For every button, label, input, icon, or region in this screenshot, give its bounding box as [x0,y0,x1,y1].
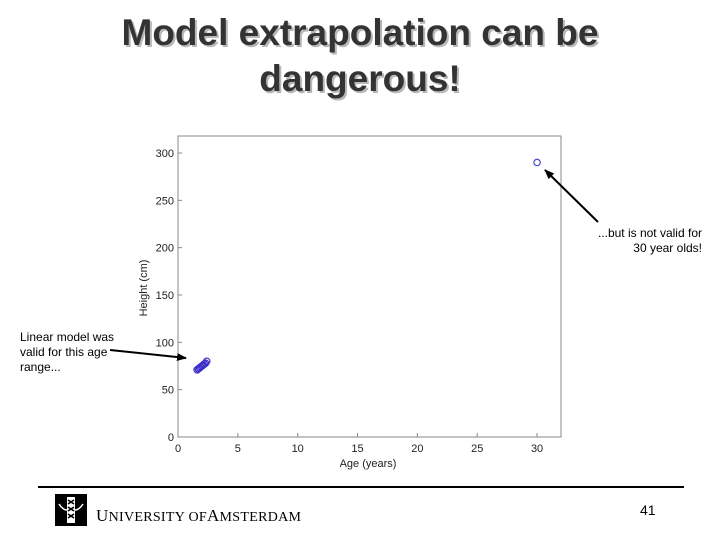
data-point [202,357,211,366]
left-annotation-arrow [109,349,187,362]
y-tick-label: 250 [156,195,174,207]
right-annotation-arrow [544,169,599,223]
y-tick-label: 0 [168,432,174,444]
y-tick-label: 300 [156,148,174,160]
y-axis-ticks: 0 50 100 150 200 250 300 [156,148,182,444]
uva-crest-icon [58,497,84,523]
annotation-not-valid: ...but is not valid for 30 year olds! [597,226,702,255]
data-point [201,359,210,367]
university-name-part-2: MSTERDAM [219,510,302,525]
y-tick-label: 100 [156,337,174,349]
page-number: 41 [640,502,656,518]
y-tick-label: 200 [156,243,174,255]
x-axis-ticks: 0 5 10 15 20 25 30 [175,433,543,455]
title-line-1: Model extrapolation can be [121,12,599,53]
university-logo [55,494,87,526]
x-tick-label: 15 [351,443,363,455]
y-tick-label: 150 [156,290,174,302]
plot-frame [177,135,562,438]
x-tick-label: 10 [292,443,304,455]
x-tick-label: 5 [235,443,241,455]
university-name-initial-a: A [206,506,220,525]
x-axis-label: Age (years) [340,458,397,470]
x-tick-label: 30 [531,443,543,455]
x-tick-label: 0 [175,443,181,455]
university-name: UNIVERSITY OFAMSTERDAM [96,506,301,526]
data-point [533,158,541,167]
footer-divider [38,486,684,488]
x-tick-label: 20 [411,443,423,455]
slide-title: Model extrapolation can be dangerous! [40,10,680,102]
university-name-initial-u: U [96,506,109,525]
data-points [193,158,541,374]
university-name-part-1: NIVERSITY OF [108,510,207,525]
annotation-valid-range: Linear model was valid for this age rang… [20,330,115,374]
x-tick-label: 25 [471,443,483,455]
y-axis-label: Height (cm) [138,260,150,317]
y-tick-label: 50 [162,385,174,397]
title-line-2: dangerous! [259,58,461,99]
